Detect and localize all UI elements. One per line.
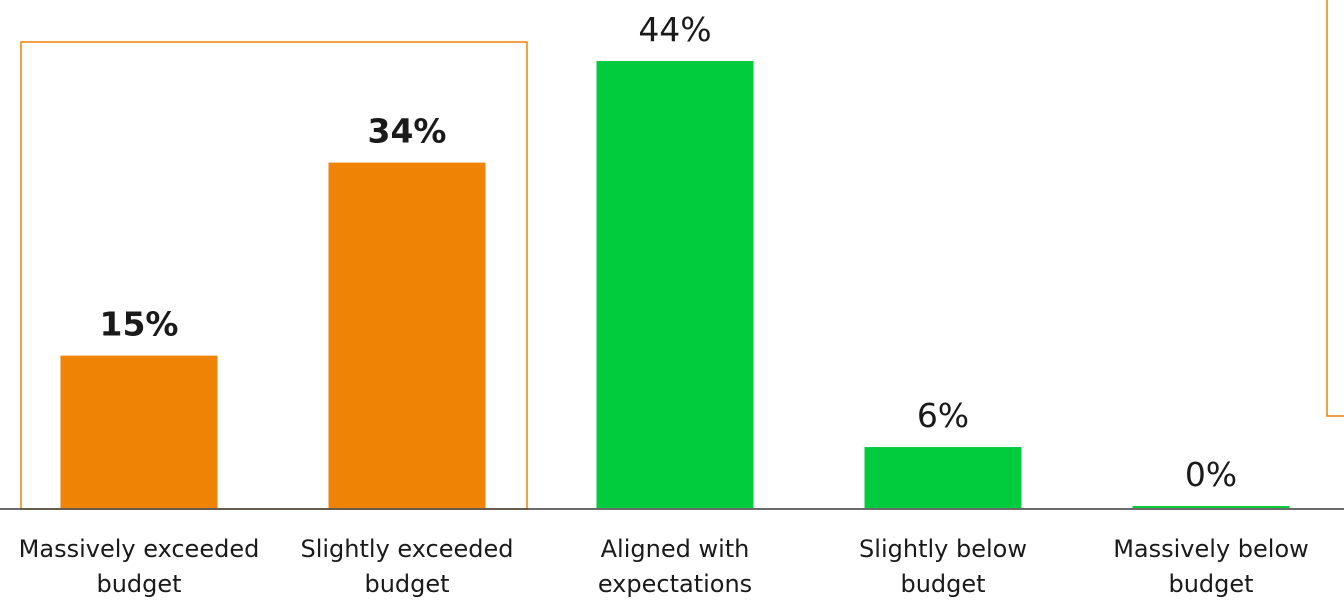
- right-edge-box: [1326, 0, 1344, 417]
- category-label-1-line-1: budget: [364, 570, 449, 598]
- category-label-0-line-1: budget: [96, 570, 181, 598]
- data-label-3: 6%: [917, 396, 969, 435]
- bar-2: [596, 61, 754, 508]
- bar-3: [864, 447, 1022, 508]
- bars-group: [60, 61, 1290, 508]
- data-label-1: 34%: [368, 112, 447, 151]
- bar-1: [328, 162, 486, 508]
- category-label-2-line-1: expectations: [598, 570, 752, 598]
- category-label-4-line-1: budget: [1168, 570, 1253, 598]
- category-label-1-line-0: Slightly exceeded: [300, 535, 513, 563]
- data-label-2: 44%: [638, 10, 711, 49]
- category-label-0-line-0: Massively exceeded: [19, 535, 260, 563]
- category-label-4-line-0: Massively below: [1113, 535, 1309, 563]
- category-label-3-line-0: Slightly below: [859, 535, 1027, 563]
- category-label-2-line-0: Aligned with: [601, 535, 750, 563]
- data-label-0: 15%: [100, 305, 179, 344]
- category-label-3-line-1: budget: [900, 570, 985, 598]
- data-label-4: 0%: [1185, 455, 1237, 494]
- bar-0: [60, 355, 218, 508]
- value-labels-group: 15% 34% 44% 6% 0%: [100, 10, 1238, 494]
- bar-4: [1132, 506, 1290, 508]
- category-labels-group: Massively exceeded budget Slightly exceede…: [19, 535, 1309, 598]
